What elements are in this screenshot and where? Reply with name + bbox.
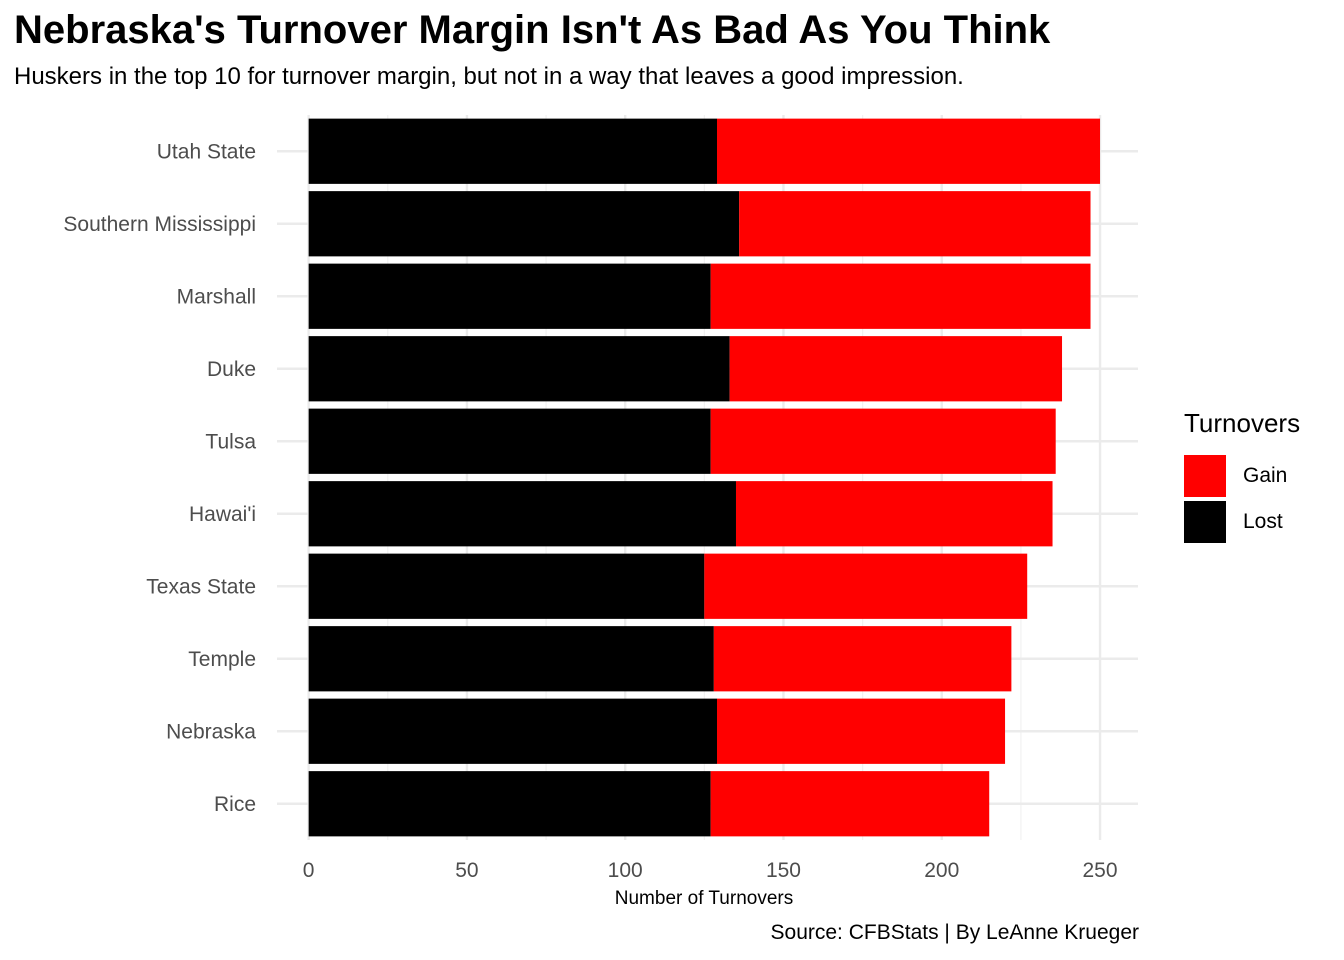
bar-lost-rice: [308, 771, 711, 837]
y-tick-label: Temple: [188, 648, 256, 671]
x-tick-labels: 0 50 100 150 200 250: [303, 859, 1118, 882]
bar-lost-tulsa: [308, 408, 711, 474]
bar-layer: [308, 118, 1101, 837]
legend-swatch-lost: [1184, 501, 1226, 543]
y-tick-label: Texas State: [146, 575, 256, 598]
bar-lost-nebraska: [308, 698, 717, 764]
x-axis-label: Number of Turnovers: [615, 888, 793, 909]
bar-lost-hawai-i: [308, 481, 736, 547]
x-tick-label: 150: [766, 859, 801, 882]
bar-lost-utah-state: [308, 118, 717, 184]
legend-item-gain: Gain: [1184, 453, 1300, 499]
bar-lost-southern-mississippi: [308, 191, 740, 257]
bar-gain-duke: [729, 336, 1063, 402]
x-tick-label: 250: [1082, 859, 1117, 882]
y-tick-label: Utah State: [157, 140, 256, 163]
y-tick-label: Tulsa: [205, 430, 256, 453]
legend: Turnovers Gain Lost: [1184, 408, 1300, 545]
bar-lost-duke: [308, 336, 730, 402]
chart-title: Nebraska's Turnover Margin Isn't As Bad …: [14, 8, 1051, 52]
y-tick-label: Marshall: [177, 285, 256, 308]
bar-lost-temple: [308, 626, 714, 692]
y-tick-label: Hawai'i: [189, 503, 256, 526]
y-tick-label: Southern Mississippi: [63, 213, 256, 236]
bar-gain-utah-state: [716, 118, 1101, 184]
y-tick-label: Rice: [214, 793, 256, 816]
legend-swatch-gain: [1184, 455, 1226, 497]
y-tick-label: Duke: [207, 358, 256, 381]
x-tick-label: 50: [455, 859, 478, 882]
chart-subtitle: Huskers in the top 10 for turnover margi…: [14, 63, 964, 90]
bar-gain-temple: [713, 626, 1012, 692]
bar-gain-southern-mississippi: [739, 191, 1091, 257]
x-tick-label: 200: [924, 859, 959, 882]
bar-gain-rice: [710, 771, 990, 837]
bar-lost-marshall: [308, 263, 711, 329]
x-tick-label: 100: [608, 859, 643, 882]
legend-title: Turnovers: [1184, 408, 1301, 438]
y-tick-labels: Utah State Southern Mississippi Marshall Du…: [63, 140, 256, 816]
source-caption: Source: CFBStats | By LeAnne Krueger: [770, 921, 1139, 944]
bar-gain-marshall: [710, 263, 1091, 329]
bar-gain-nebraska: [716, 698, 1006, 764]
bar-gain-tulsa: [710, 408, 1056, 474]
bar-gain-hawai-i: [735, 481, 1053, 547]
legend-label-lost: Lost: [1243, 510, 1283, 533]
legend-label-gain: Gain: [1243, 464, 1288, 487]
y-tick-label: Nebraska: [166, 720, 256, 743]
bar-lost-texas-state: [308, 553, 705, 619]
legend-item-lost: Lost: [1184, 499, 1300, 545]
x-tick-label: 0: [303, 859, 315, 882]
bar-gain-texas-state: [704, 553, 1028, 619]
